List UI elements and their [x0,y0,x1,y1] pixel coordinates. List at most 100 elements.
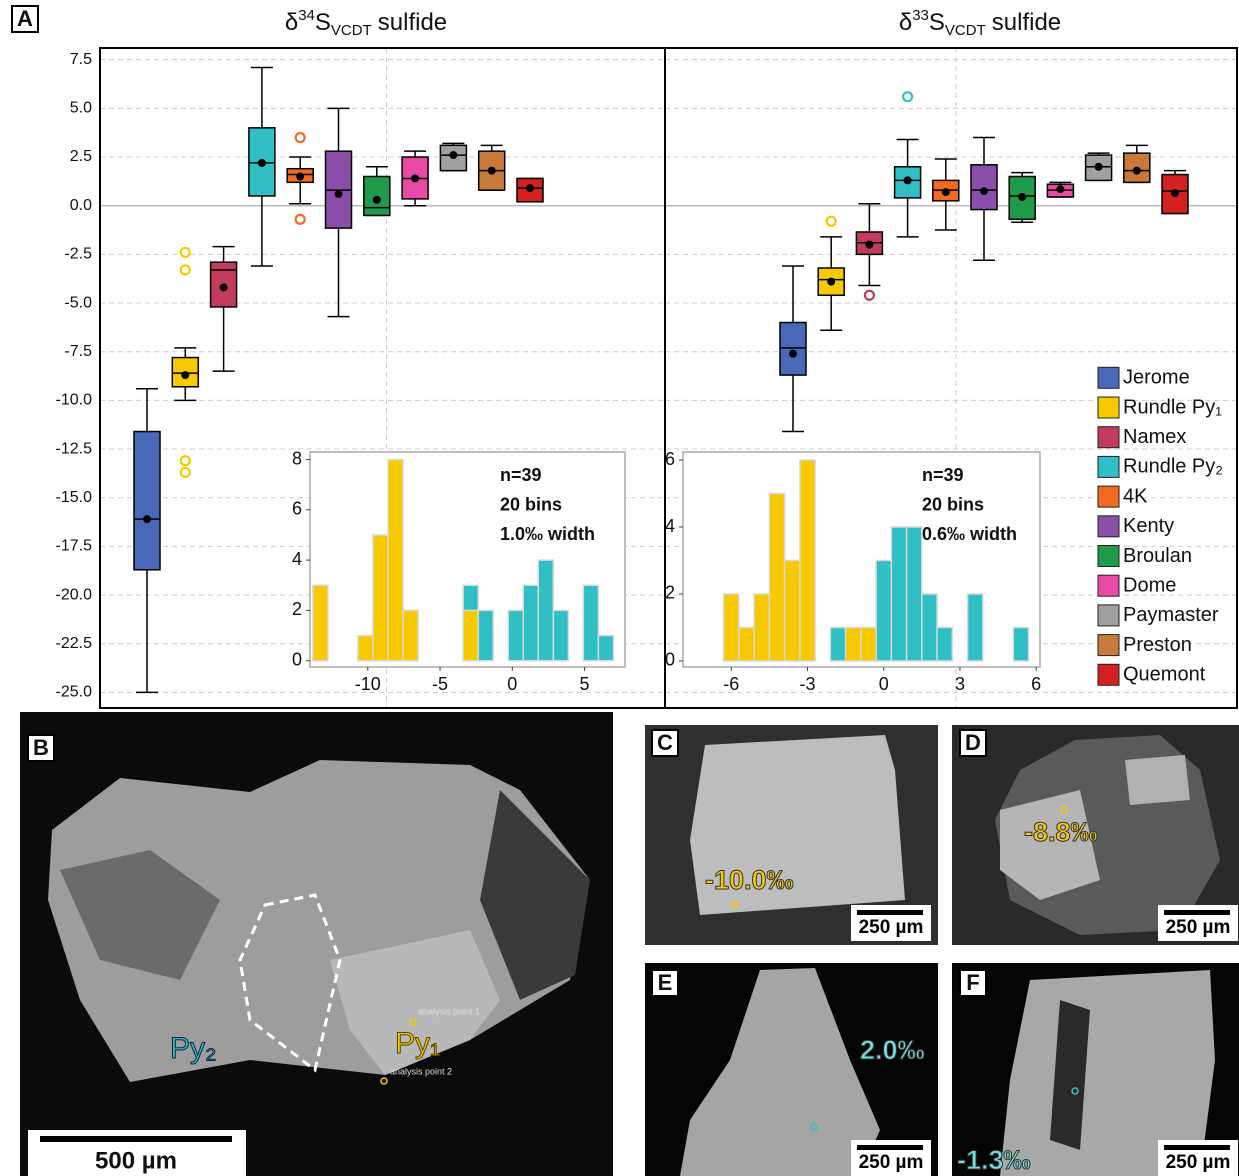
title-sub: VCDT [945,22,986,39]
x-tick-label: -10 [355,674,381,694]
legend-label: 4K [1123,485,1148,507]
image-panel-c: C -10.0‰ 250 µm [645,725,938,945]
mean [1056,185,1064,193]
scale-bar [1164,910,1230,915]
y-tick-label: -7.5 [64,343,92,360]
image-panel-d: D -8.8‰ 250 µm [952,725,1239,945]
y-tick-label: 0 [292,649,302,669]
hist-bar [724,594,739,661]
legend-swatch [1098,367,1119,388]
hist-bar [830,627,845,660]
hist-bar [968,594,983,661]
hist-annotation: 20 bins [500,494,562,514]
annotation: Py₁ [395,1027,440,1060]
y-tick-label: 6 [292,499,302,519]
outlier [181,248,190,257]
panel-label: A [17,6,33,31]
hist-bar [358,636,373,661]
hist-bar [846,627,861,660]
hist-bar [769,494,784,661]
x-tick-label: 0 [507,674,517,694]
legend-label: Broulan [1123,545,1192,567]
legend-label: Rundle Py₂ [1123,456,1223,478]
box [134,432,160,570]
hist-bar [538,560,553,661]
y-tick-label: -22.5 [56,635,93,652]
mean [411,174,419,182]
annotation: -10.0‰ [705,865,794,895]
legend-swatch [1098,486,1119,507]
legend-label: Jerome [1123,367,1190,389]
annotation: -8.8‰ [1024,817,1098,847]
figure: A B Py₂ Py₁ analysis point 1 analysis po… [0,0,1239,1176]
annotation: analysis point 2 [390,1066,452,1076]
x-tick-label: 0 [879,674,889,694]
title-part: sulfide [992,9,1061,36]
annotation: analysis point 1 [418,1006,480,1016]
mean [942,188,950,196]
y-tick-label: -5.0 [64,294,92,311]
mean [980,187,988,195]
hist-annotation: 20 bins [922,494,984,514]
y-tick-label: 0.0 [70,197,92,214]
image-panel-b: B Py₂ Py₁ analysis point 1 analysis poin… [20,712,613,1176]
legend-swatch [1098,516,1119,537]
y-tick-label: -20.0 [56,586,93,603]
title-sub: VCDT [331,22,372,39]
hist-bar [478,610,493,660]
outlier [296,133,305,142]
title-sup: 34 [298,7,315,24]
hist-annotation: 1.0‰ width [500,524,595,544]
legend-label: Quemont [1123,664,1206,686]
title-part: sulfide [378,9,447,36]
scale-bar [857,910,923,915]
legend-swatch [1098,605,1119,626]
hist-bar [785,561,800,661]
hist-bar [403,610,418,660]
x-tick-label: 3 [955,674,965,694]
legend-swatch [1098,575,1119,596]
x-tick-label: 6 [1031,674,1041,694]
y-tick-label: 5.0 [70,100,92,117]
hist-bar [739,627,754,660]
hist-annotation: 0.6‰ width [922,524,1017,544]
mean [258,159,266,167]
scale-bar-label: 250 µm [1166,1152,1231,1173]
mean [373,196,381,204]
y-tick-label: -15.0 [56,489,93,506]
hist-bar [388,460,403,661]
mean [1095,163,1103,171]
scale-bar-label: 500 µm [95,1147,177,1174]
hist-bar [754,594,769,661]
annotation: 2.0‰ [860,1035,925,1065]
x-tick-label: -6 [723,674,739,694]
scale-bar-label: 250 µm [859,917,924,938]
mean [904,176,912,184]
mean [526,184,534,192]
legend-swatch [1098,635,1119,656]
chart-title: δ34SVCDTsulfide [285,7,447,39]
hist-bar [1013,627,1028,660]
y-tick-label: 2 [665,583,675,603]
mean [143,515,151,523]
title-part: δ [285,9,298,36]
hist-bar [508,610,523,660]
y-tick-label: 7.5 [70,51,92,68]
hist-bar [463,610,478,660]
panel-label: C [657,730,673,755]
hist-bar [922,594,937,661]
legend-swatch [1098,427,1119,448]
y-tick-label: 2.5 [70,148,92,165]
panel-label: F [966,970,979,995]
y-tick-label: 6 [665,449,675,469]
y-tick-label: -12.5 [56,440,93,457]
mean [865,241,873,249]
image-panel-e: E 2.0‰ 250 µm [645,963,938,1176]
hist-bar [598,636,613,661]
y-tick-label: 4 [665,516,675,536]
x-tick-label: -3 [799,674,815,694]
legend-label: Paymaster [1123,604,1219,626]
hist-bar [373,535,388,661]
y-tick-label: -17.5 [56,538,93,555]
legend-label: Rundle Py₁ [1123,396,1222,418]
